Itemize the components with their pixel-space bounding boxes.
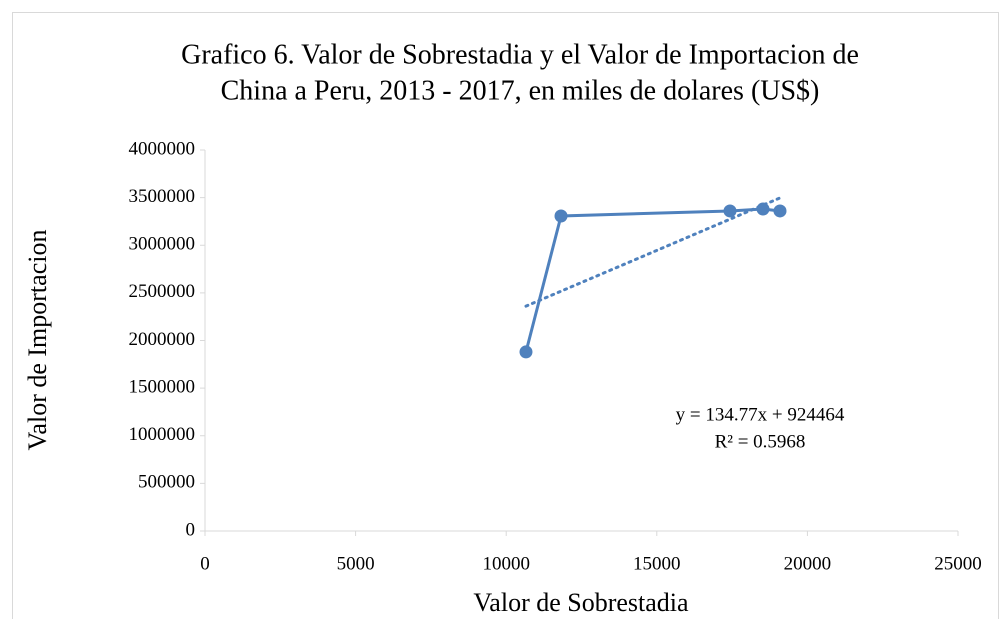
x-axis-title: Valor de Sobrestadia: [473, 588, 689, 617]
y-tick-label: 500000: [138, 472, 195, 493]
point: [773, 204, 787, 218]
y-axis-title: Valor de Importacion: [23, 230, 52, 451]
chart-title: China a Peru, 2013 - 2017, en miles de d…: [221, 75, 820, 106]
y-tick-label: 3500000: [129, 186, 196, 207]
point: [723, 204, 737, 218]
chart-title: Grafico 6. Valor de Sobrestadia y el Val…: [181, 39, 859, 70]
trendline: [524, 196, 782, 308]
point: [554, 209, 568, 223]
x-tick-label: 25000: [934, 553, 982, 574]
point: [519, 345, 533, 359]
point: [756, 202, 770, 216]
x-tick-label: 20000: [784, 553, 832, 574]
y-tick-label: 2000000: [129, 329, 196, 350]
y-tick-label: 1500000: [129, 376, 196, 397]
x-tick-label: 10000: [482, 553, 530, 574]
trendline-equation: y = 134.77x + 924464: [676, 404, 845, 425]
y-tick-label: 2500000: [129, 281, 196, 302]
y-tick-label: 0: [186, 519, 196, 540]
y-tick-label: 4000000: [129, 138, 196, 159]
y-tick-label: 3000000: [129, 234, 196, 255]
y-tick-label: 1000000: [129, 424, 196, 445]
x-tick-label: 15000: [633, 553, 681, 574]
x-tick-label: 0: [200, 553, 210, 574]
x-tick-label: 5000: [337, 553, 375, 574]
chart-border: [12, 12, 999, 619]
trendline-r2: R² = 0.5968: [715, 431, 806, 452]
